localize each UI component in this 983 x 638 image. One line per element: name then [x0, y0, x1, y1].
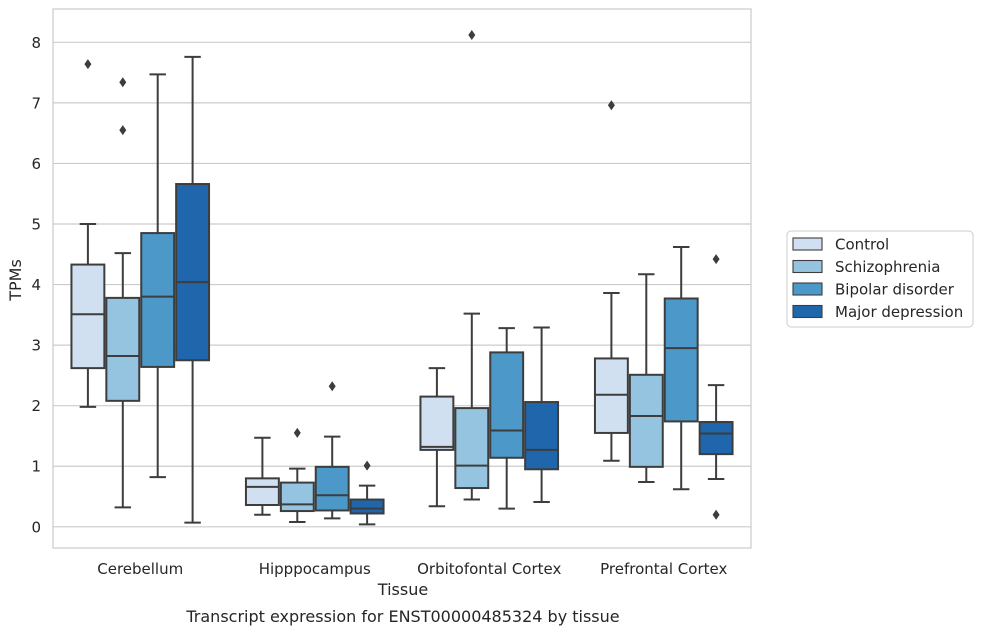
box-schizophrenia — [279, 427, 315, 523]
outlier-point — [712, 509, 720, 520]
box-bipolar-disorder — [489, 327, 525, 510]
outlier-point — [468, 30, 476, 41]
y-axis-label: TPMs — [6, 259, 25, 302]
legend-label: Major depression — [835, 303, 963, 321]
plot-frame — [52, 8, 752, 549]
box-schizophrenia — [105, 77, 141, 509]
boxes-layer — [70, 30, 734, 526]
box-schizophrenia — [628, 273, 664, 483]
box-iqr — [663, 297, 699, 423]
box-iqr — [454, 407, 490, 490]
box-iqr — [349, 498, 385, 515]
legend-label: Schizophrenia — [835, 258, 940, 276]
legend-swatch — [792, 237, 823, 251]
y-tick-label: 1 — [31, 458, 41, 476]
outlier-point — [84, 59, 92, 70]
outlier-point — [328, 381, 336, 392]
legend-label: Bipolar disorder — [835, 281, 955, 299]
box-major-depression — [524, 326, 560, 503]
y-tick-label: 5 — [31, 215, 41, 233]
box-major-depression — [175, 55, 211, 524]
box-iqr — [314, 465, 350, 512]
outlier-point — [607, 100, 615, 111]
legend-swatch — [792, 259, 823, 274]
box-iqr — [419, 395, 455, 451]
box-major-depression — [349, 460, 385, 526]
y-tick-label: 6 — [31, 155, 41, 173]
box-bipolar-disorder — [314, 381, 350, 520]
outlier-point — [712, 254, 720, 265]
x-axis-label: Tissue — [377, 580, 428, 599]
box-schizophrenia — [454, 30, 490, 501]
legend-swatch — [792, 304, 823, 319]
y-tick-label: 7 — [31, 94, 41, 112]
box-iqr — [279, 481, 315, 513]
legend: Control Schizophrenia Bipolar disorder Majo… — [786, 230, 974, 328]
y-tick-labels: 0 1 2 3 4 5 6 7 8 — [31, 34, 41, 536]
outlier-point — [119, 77, 127, 88]
box-iqr — [105, 296, 141, 402]
legend-swatch — [792, 282, 823, 296]
outlier-point — [119, 125, 127, 136]
box-iqr — [140, 232, 176, 368]
y-tick-label: 8 — [31, 34, 41, 52]
box-iqr — [244, 477, 280, 507]
y-tick-label: 4 — [31, 276, 41, 294]
box-control — [244, 436, 280, 516]
box-iqr — [70, 263, 106, 370]
legend-label: Control — [835, 236, 889, 254]
y-tick-label: 0 — [31, 518, 41, 536]
x-tick-label: Cerebellum — [97, 560, 183, 578]
x-tick-label: Hipppocampus — [259, 560, 371, 578]
box-major-depression — [698, 254, 734, 520]
y-tick-label: 2 — [31, 397, 41, 415]
box-bipolar-disorder — [663, 246, 699, 491]
x-tick-label: Prefrontal Cortex — [600, 560, 727, 578]
box-bipolar-disorder — [140, 73, 176, 479]
box-control — [70, 59, 106, 408]
box-iqr — [175, 183, 211, 362]
box-iqr — [489, 351, 525, 459]
x-tick-labels: Cerebellum Hipppocampus Orbitofontal Corte… — [97, 560, 727, 578]
outlier-point — [293, 427, 301, 438]
box-control — [419, 367, 455, 508]
figure-caption: Transcript expression for ENST0000048532… — [185, 607, 619, 626]
box-iqr — [524, 401, 560, 471]
box-iqr — [698, 421, 734, 456]
outlier-point — [363, 460, 371, 471]
x-tick-label: Orbitofontal Cortex — [417, 560, 561, 578]
y-tick-label: 3 — [31, 337, 41, 355]
box-control — [593, 100, 629, 462]
legend-frame — [786, 230, 974, 328]
box-iqr — [628, 373, 664, 468]
